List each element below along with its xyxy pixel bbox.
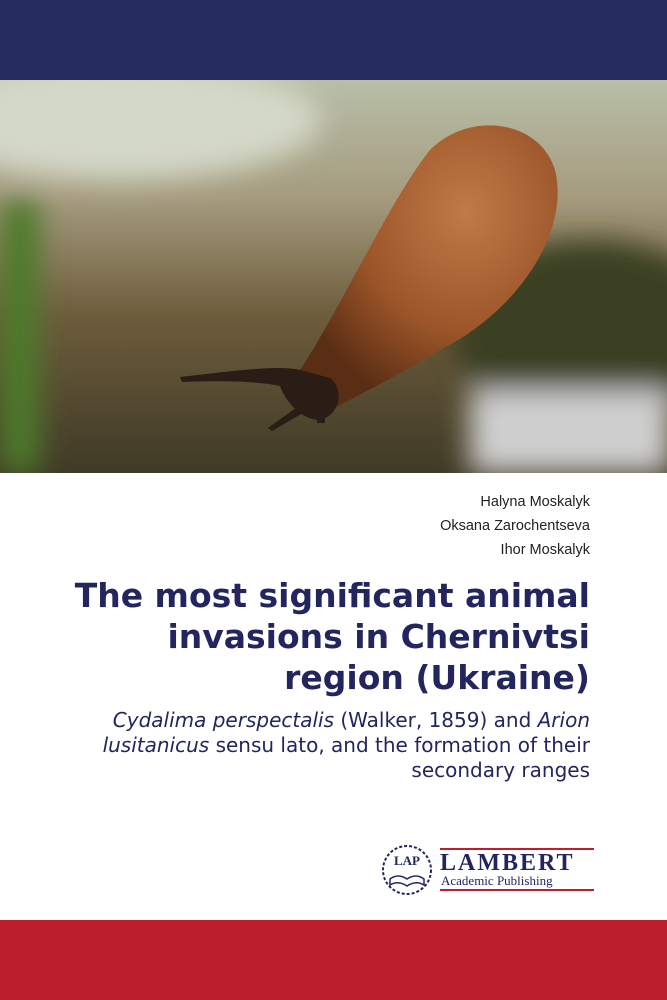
- subtitle-segment: sensu lato, and the formation of their: [209, 733, 590, 757]
- author: Oksana Zarochentseva: [440, 518, 590, 534]
- subtitle-segment: Cydalima perspectalis: [112, 708, 334, 732]
- author: Ihor Moskalyk: [500, 542, 590, 558]
- publisher-logo: LAP LAMBERT Academic Publishing: [382, 845, 594, 895]
- author: Halyna Moskalyk: [480, 494, 590, 510]
- top-band: [0, 0, 667, 80]
- publisher-emblem: LAP: [394, 853, 420, 868]
- authors: Halyna Moskalyk Oksana Zarochentseva Iho…: [440, 490, 590, 562]
- title-line: invasions in Chernivtsi: [167, 617, 590, 656]
- subtitle-line: lusitanicus sensu lato, and the formatio…: [103, 733, 590, 758]
- publisher-tagline: Academic Publishing: [441, 873, 553, 888]
- subtitle-segment: Arion: [537, 708, 590, 732]
- subtitle-line: secondary ranges: [103, 758, 590, 783]
- title-line: The most significant animal: [74, 576, 590, 615]
- subtitle-segment: secondary ranges: [411, 758, 590, 782]
- subtitle: Cydalima perspectalis (Walker, 1859) and…: [103, 708, 590, 783]
- publisher-name: LAMBERT: [440, 850, 575, 876]
- cover-photo: [0, 80, 667, 473]
- bottom-band: [0, 920, 667, 1000]
- title-line: region (Ukraine): [284, 658, 590, 697]
- subtitle-segment: lusitanicus: [102, 733, 210, 757]
- title: The most significant animal invasions in…: [75, 575, 590, 698]
- subtitle-line: Cydalima perspectalis (Walker, 1859) and…: [103, 708, 590, 733]
- subtitle-segment: (Walker, 1859) and: [334, 708, 538, 732]
